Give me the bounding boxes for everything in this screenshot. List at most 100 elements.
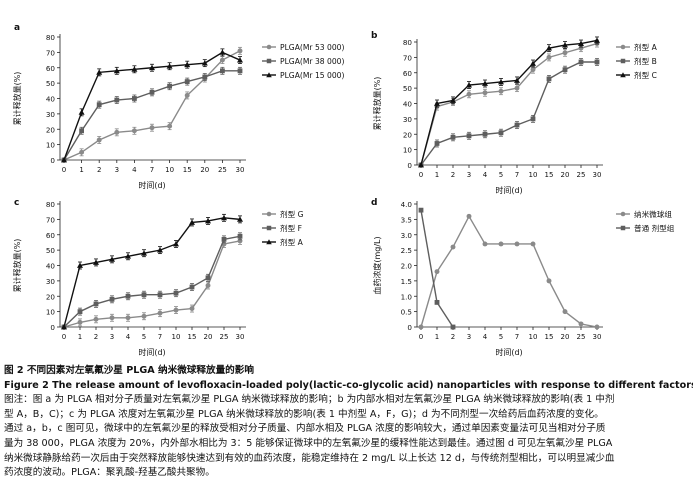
x-tick-label: 4 (132, 166, 137, 174)
legend-label: PLGA(Mr 53 000) (280, 43, 345, 52)
x-tick-label: 4 (483, 333, 488, 341)
y-tick-label: 0 (50, 323, 55, 332)
legend-label: PLGA(Mr 15 000) (280, 71, 345, 80)
y-tick-label: 10 (46, 308, 56, 317)
x-tick-label: 7 (515, 171, 519, 179)
panel-label: b (371, 31, 378, 41)
y-tick-label: 1.0 (401, 292, 413, 301)
data-point (546, 278, 552, 284)
legend-label: 剂型 C (634, 70, 657, 80)
y-tick-label: 0 (407, 161, 412, 170)
caption-title-cn: 图 2 不同因素对左氧氟沙星 PLGA 纳米微球释放量的影响 (4, 365, 254, 376)
y-tick-label: 20 (46, 125, 56, 134)
y-tick-label: 70 (403, 53, 413, 62)
x-tick-label: 7 (150, 166, 154, 174)
x-tick-label: 2 (97, 166, 101, 174)
x-tick-label: 2 (451, 333, 455, 341)
x-tick-label: 7 (158, 333, 162, 341)
caption-line: 图注：图 a 为 PLGA 相对分子质量对左氧氟沙星 PLGA 纳米微球释放的影… (4, 394, 615, 406)
y-tick-label: 50 (46, 79, 56, 88)
y-tick-label: 40 (403, 100, 413, 109)
x-tick-label: 15 (545, 333, 554, 341)
x-tick-label: 4 (126, 333, 131, 341)
x-tick-label: 15 (183, 166, 192, 174)
x-tick-label: 10 (529, 333, 538, 341)
x-tick-label: 4 (483, 171, 488, 179)
x-tick-label: 30 (236, 166, 245, 174)
data-point (418, 324, 424, 330)
x-tick-label: 1 (79, 166, 83, 174)
y-tick-label: 70 (46, 215, 56, 224)
caption-line: 纳米微球静脉给药一次后由于突然释放能够快速达到有效的血药浓度，能稳定维持在 2 … (4, 452, 615, 464)
chart-panel-a: a 0 10 20 30 40 50 60 70 80 0 1 2 3 4 7 10 15 20 25 30 时间(d) 累… (12, 23, 345, 190)
y-tick-label: 2.5 (401, 246, 412, 255)
x-tick-label: 25 (577, 333, 586, 341)
x-tick-label: 25 (577, 171, 586, 179)
x-tick-label: 20 (200, 166, 209, 174)
x-axis-label: 时间(d) (138, 180, 165, 190)
data-point (450, 324, 456, 330)
y-tick-label: 20 (403, 130, 413, 139)
series-line (420, 214, 598, 328)
y-tick-label: 30 (403, 115, 413, 124)
chart-panel-b: b 0 10 20 30 40 50 60 70 80 0 1 2 3 4 5 7 10 15 20 25 30 时间(d)… (371, 31, 658, 195)
y-tick-label: 40 (46, 262, 56, 271)
x-tick-label: 0 (419, 333, 423, 341)
x-axis-label: 时间(d) (138, 347, 165, 357)
x-tick-label: 10 (165, 166, 174, 174)
legend-marker (266, 239, 272, 245)
caption-line: 量为 38 000，PLGA 浓度为 20%，内外部水相比为 3：5 能够保证微… (4, 437, 613, 449)
y-tick-label: 80 (46, 33, 56, 42)
figure-caption: 图 2 不同因素对左氧氟沙星 PLGA 纳米微球释放量的影响 Figure 2 … (4, 364, 693, 481)
y-tick-label: 2.0 (401, 262, 413, 271)
x-tick-label: 15 (188, 333, 197, 341)
y-tick-label: 60 (46, 231, 56, 240)
x-tick-label: 30 (236, 333, 245, 341)
series-line (420, 39, 598, 166)
x-tick-label: 3 (110, 333, 114, 341)
x-tick-label: 7 (515, 333, 519, 341)
legend-label: 剂型 A (280, 237, 304, 247)
x-tick-label: 3 (467, 333, 471, 341)
caption-title-en: Figure 2 The release amount of levofloxa… (4, 379, 693, 391)
x-tick-label: 1 (435, 333, 439, 341)
x-tick-label: 25 (218, 166, 227, 174)
data-point (434, 300, 440, 305)
data-point (61, 324, 67, 330)
chart-panel-d: d 0 0.5 1.0 1.5 2.0 2.5 3.0 3.5 4.0 0 1 2 3 4 5 7 10 15 20 2… (371, 198, 675, 357)
series-line (420, 61, 597, 166)
series-line (63, 217, 241, 328)
y-tick-label: 50 (46, 246, 56, 255)
data-point (594, 324, 600, 330)
y-tick-label: 60 (403, 69, 413, 78)
data-point (466, 213, 472, 219)
x-tick-label: 0 (419, 171, 423, 179)
x-tick-label: 30 (593, 171, 602, 179)
legend-label: PLGA(Mr 38 000) (280, 57, 345, 66)
y-tick-label: 3.5 (401, 215, 412, 224)
x-tick-label: 15 (545, 171, 554, 179)
data-point (482, 241, 488, 247)
caption-line: 通过 a，b，c 图可见，微球中的左氧氟沙星的释放受相对分子质量、内部水相及 P… (4, 423, 606, 435)
legend-marker (620, 72, 626, 78)
y-tick-label: 30 (46, 110, 56, 119)
data-point (562, 309, 568, 315)
panel-label: c (14, 198, 19, 208)
data-point (514, 241, 520, 247)
legend-label: 剂型 F (280, 223, 302, 233)
legend-label: 剂型 B (634, 56, 657, 66)
x-tick-label: 1 (435, 171, 439, 179)
legend-marker (620, 44, 626, 50)
legend-marker (620, 225, 626, 231)
y-tick-label: 80 (403, 38, 413, 47)
y-tick-label: 10 (403, 146, 413, 155)
x-tick-label: 0 (62, 166, 66, 174)
x-tick-label: 10 (172, 333, 181, 341)
data-point (61, 157, 67, 163)
y-tick-label: 20 (46, 292, 56, 301)
y-axis-label: 血药浓度(mg/L) (372, 236, 382, 294)
y-axis-label: 累计释放量(%) (372, 77, 382, 131)
legend-label: 纳米微球组 (634, 209, 672, 219)
x-tick-label: 5 (499, 333, 503, 341)
